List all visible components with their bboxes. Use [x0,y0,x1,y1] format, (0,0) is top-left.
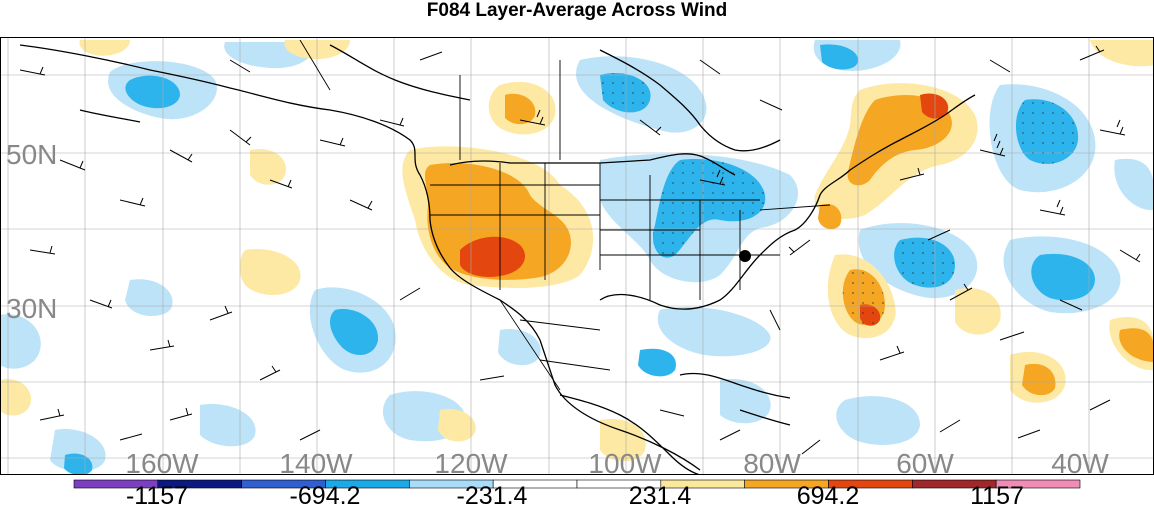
colorbar [73,479,1081,489]
lon-label-40w: 40W [1051,448,1109,479]
coastlines [19,44,976,475]
lon-label-140w: 140W [279,448,353,479]
wind-barbs [19,45,1141,455]
colorbar-label-pos-694: 694.2 [796,482,860,510]
colorbar-label-pos-1157: 1157 [970,482,1024,510]
colorbar-label-neg-231: -231.4 [456,482,528,510]
map-title: F084 Layer-Average Across Wind [426,0,728,21]
station-marker [739,250,751,262]
colorbar-label-pos-231: 231.4 [628,482,692,510]
lat-label-30n: 30N [6,293,57,324]
colorbar-swatch [995,479,1081,489]
lat-lon-grid [0,37,1154,475]
lon-label-100w: 100W [588,448,662,479]
significance-stipple [600,72,1079,326]
lon-label-160w: 160W [125,448,199,479]
colorbar-label-neg-1157: -1157 [125,482,189,510]
lat-label-50n: 50N [6,139,57,170]
colorbar-label-neg-694: -694.2 [289,482,361,510]
lon-label-60w: 60W [896,448,954,479]
political-boundaries [299,39,831,391]
lon-label-120w: 120W [434,448,508,479]
lon-label-80w: 80W [743,448,801,479]
